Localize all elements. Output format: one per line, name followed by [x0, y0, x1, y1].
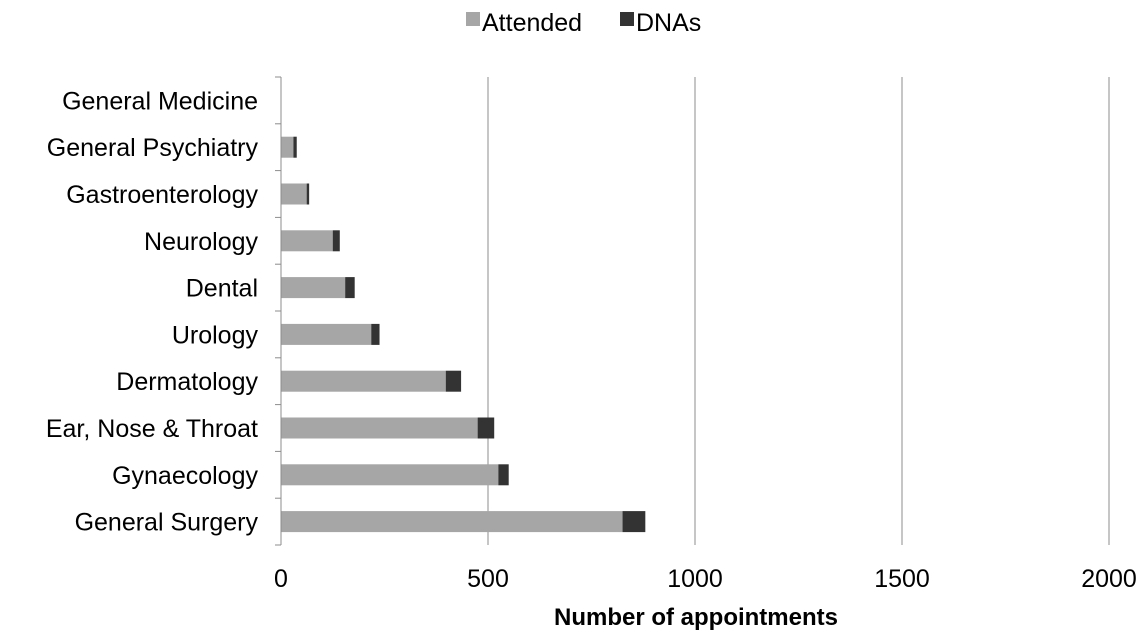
legend-swatch-dnas [620, 12, 634, 26]
bar-dnas-ear-nose-throat [477, 417, 495, 439]
bar-dnas-gastroenterology [306, 183, 310, 205]
category-label-general-psychiatry: General Psychiatry [47, 134, 259, 162]
axes [275, 76, 282, 546]
x-tick-label-0: 0 [274, 565, 288, 593]
legend-item-attended: Attended [466, 9, 582, 37]
bar-dnas-gynaecology [498, 464, 509, 486]
x-tick-label-1000: 1000 [667, 565, 723, 593]
bar-attended-general-psychiatry [281, 136, 294, 158]
bar-attended-general-surgery [281, 511, 623, 533]
x-tick-label-500: 500 [467, 565, 509, 593]
category-label-gynaecology: Gynaecology [112, 462, 258, 490]
bar-attended-urology [281, 323, 372, 345]
category-label-ear-nose-throat: Ear, Nose & Throat [46, 415, 258, 443]
legend-label-dnas: DNAs [636, 9, 701, 37]
category-label-general-surgery: General Surgery [75, 509, 259, 537]
bars [281, 136, 646, 533]
bar-attended-gastroenterology [281, 183, 307, 205]
bar-dnas-general-surgery [622, 511, 646, 533]
bar-attended-dental [281, 277, 346, 299]
category-label-general-medicine: General Medicine [62, 87, 258, 115]
category-label-dermatology: Dermatology [116, 368, 258, 396]
gridlines [487, 77, 1110, 545]
x-axis-title: Number of appointments [554, 604, 838, 631]
legend-item-dnas: DNAs [620, 9, 701, 37]
bar-attended-dermatology [281, 370, 446, 392]
bar-attended-ear-nose-throat [281, 417, 478, 439]
legend-label-attended: Attended [482, 9, 582, 37]
legend-swatch-attended [466, 12, 480, 26]
bar-dnas-urology [371, 323, 380, 345]
bar-dnas-dental [345, 277, 355, 299]
bar-attended-neurology [281, 230, 333, 252]
x-tick-label-1500: 1500 [874, 565, 930, 593]
category-label-urology: Urology [172, 321, 259, 349]
x-tick-label-2000: 2000 [1081, 565, 1137, 593]
category-label-dental: Dental [186, 275, 258, 303]
bar-dnas-neurology [332, 230, 340, 252]
legend: Attended DNAs [466, 9, 701, 37]
category-label-neurology: Neurology [144, 228, 258, 256]
bar-dnas-general-psychiatry [293, 136, 297, 158]
category-label-gastroenterology: Gastroenterology [66, 181, 258, 209]
x-tick-labels: 0 500 1000 1500 2000 [274, 565, 1137, 593]
bar-dnas-dermatology [445, 370, 462, 392]
bar-attended-gynaecology [281, 464, 499, 486]
category-labels: General Medicine General Psychiatry Gastro… [46, 87, 259, 536]
